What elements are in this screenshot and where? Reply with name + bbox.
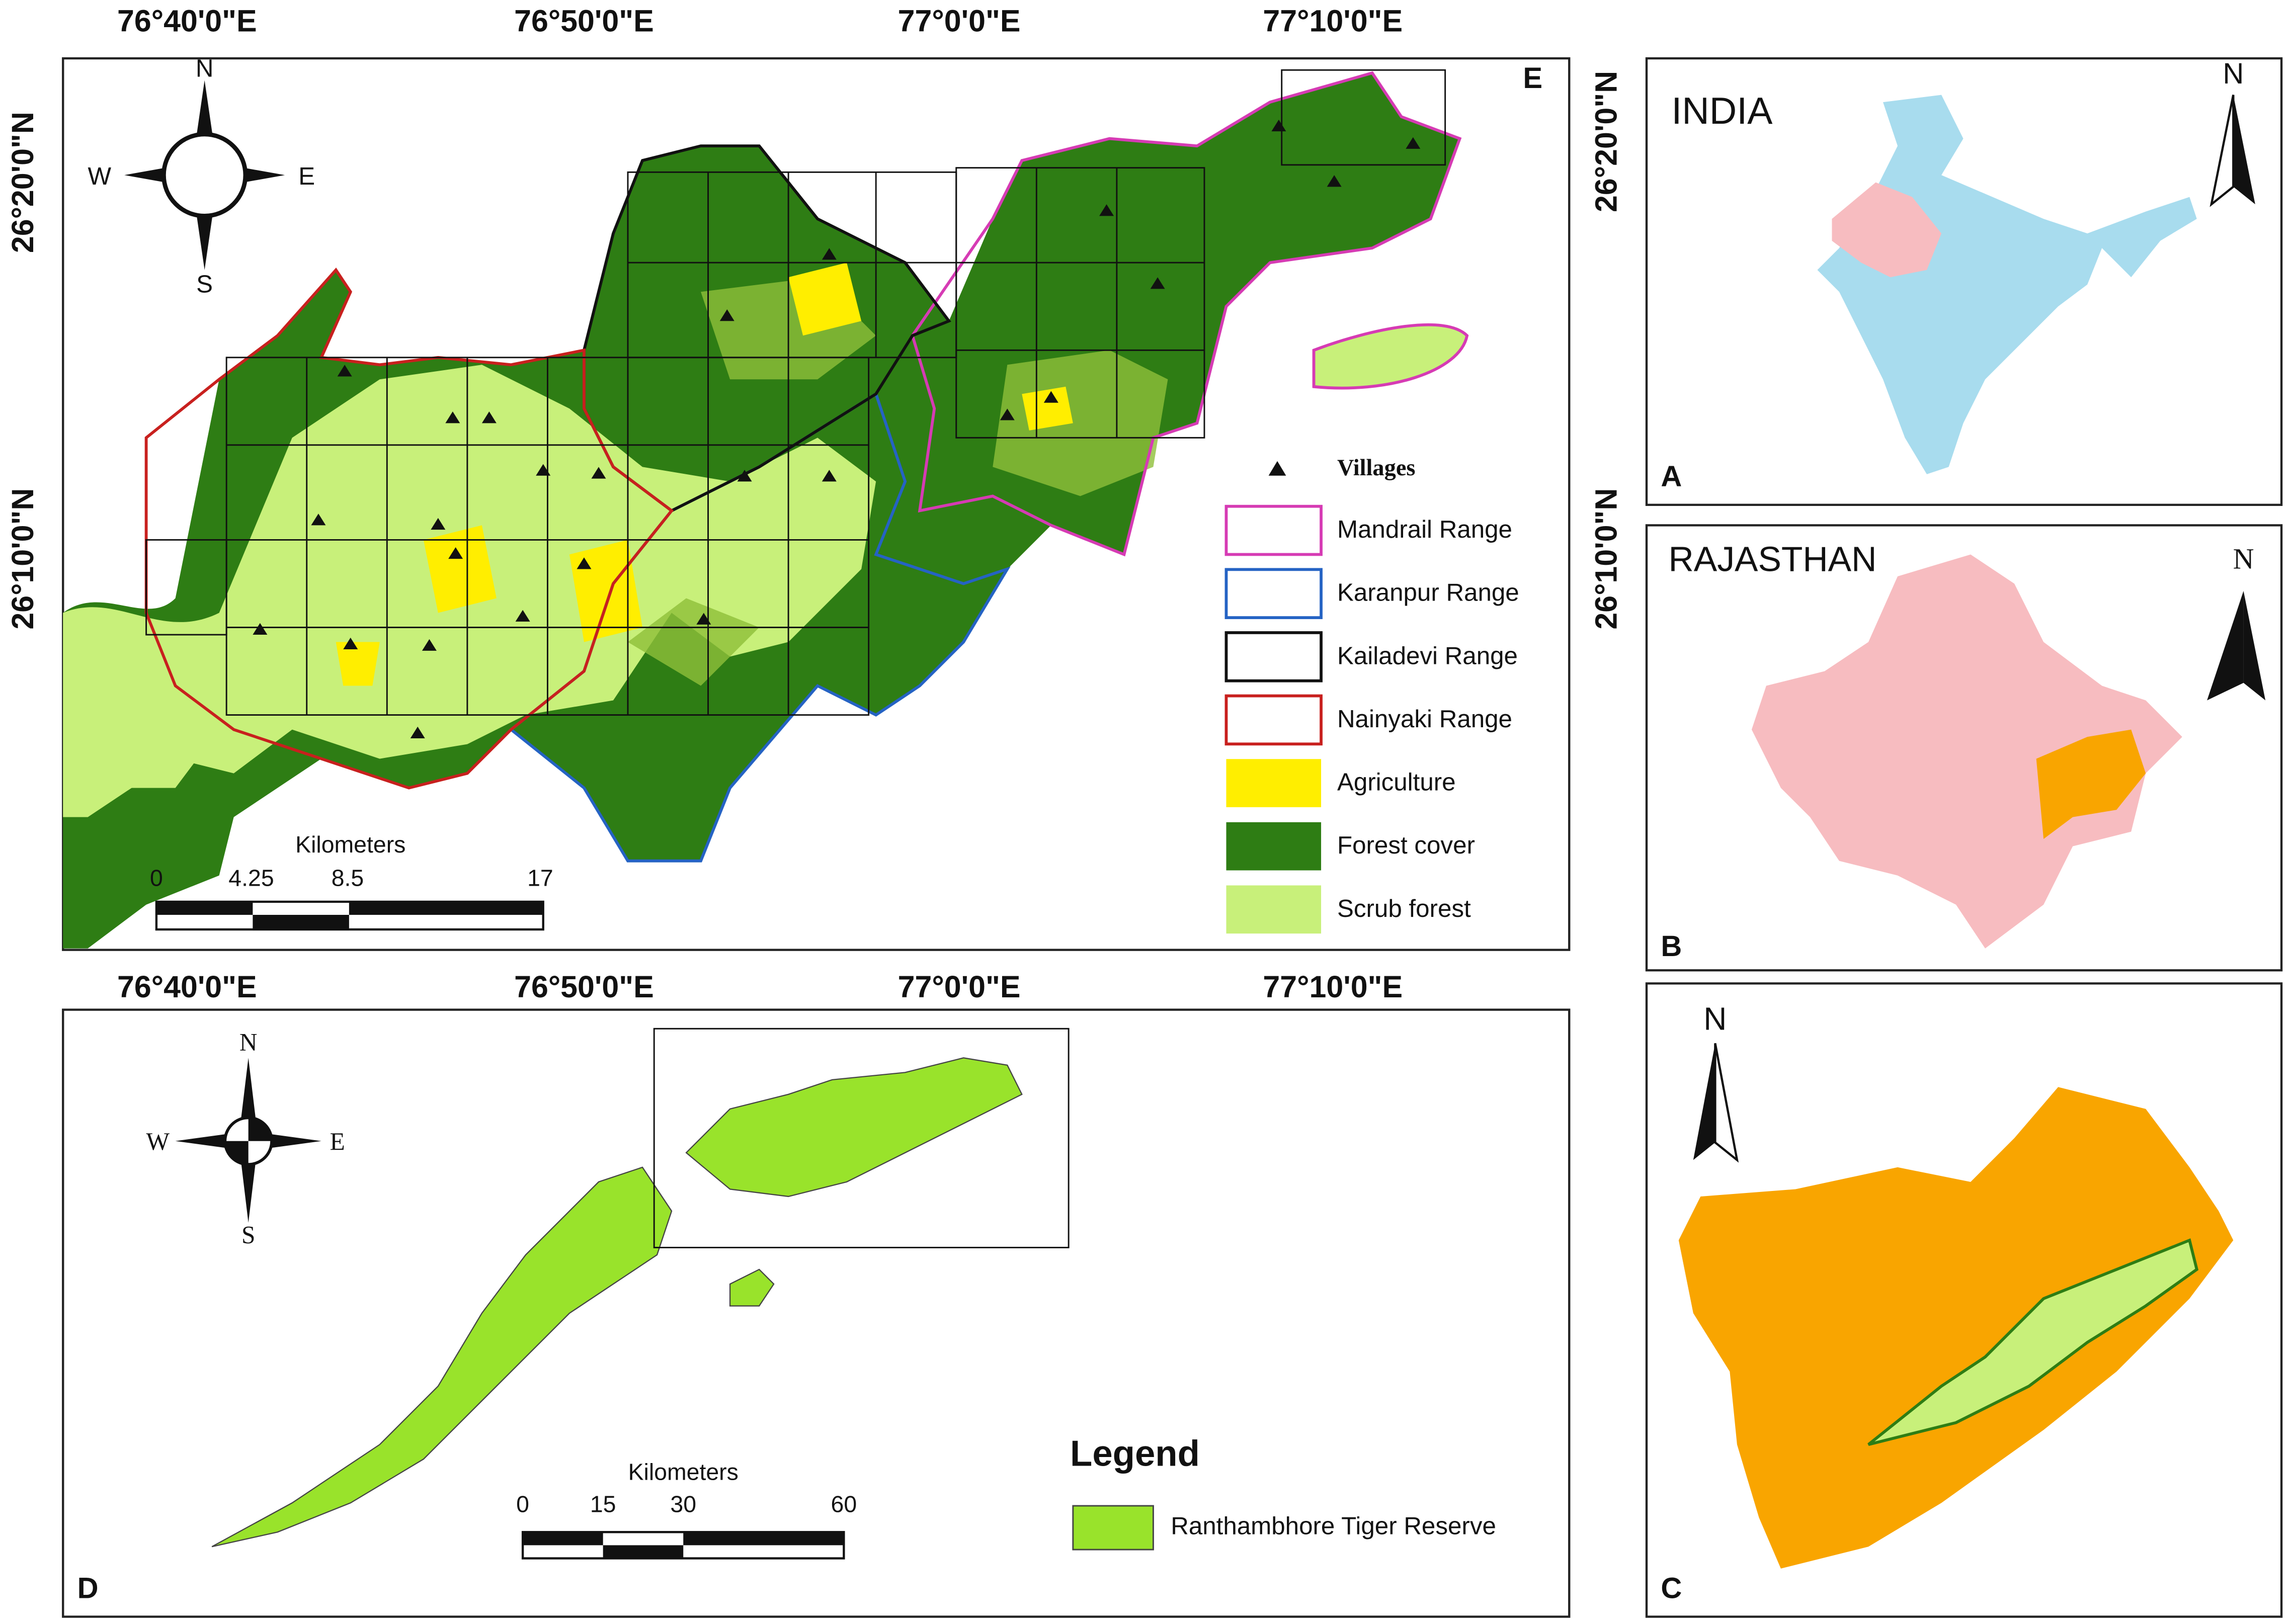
villages-label: Villages [1337,455,1416,481]
compass-label: S [196,271,213,298]
legend: Villages Mandrail Range Karanpur Range Kai… [1224,455,1519,934]
north-label: N [2233,542,2254,575]
grid-cells [145,69,1446,716]
legend-label: Forest cover [1337,831,1475,859]
panel-letter: A [1661,460,1682,493]
panel-letter: D [77,1572,99,1605]
longitude-label: 76°40'0"E [117,970,257,1004]
scale-tick-label: 60 [831,1491,857,1517]
inset-box [653,1028,1070,1248]
compass: N W E S [88,54,315,298]
panel-title: RAJASTHAN [1669,539,1877,578]
legend-title: Legend [1070,1433,1200,1474]
range-fragment [1312,323,1469,390]
study-district [2036,729,2146,839]
legend-swatch [1224,504,1323,556]
latitude-labels: 26°20'0"N 26°10'0"N 26°20'0"N 26°10'0"N [6,71,1623,630]
india-shape [1817,95,2197,474]
legend-label: Mandrail Range [1337,516,1512,543]
scale-fill [523,1532,844,1559]
compass-label: W [146,1128,170,1155]
north-label: N [1703,1001,1727,1037]
longitude-label: 76°40'0"E [117,4,257,38]
reserve-shape [1867,1238,2199,1446]
panel-title: INDIA [1671,90,1773,132]
legend-label: Kailadevi Range [1337,642,1518,669]
legend-label: Nainyaki Range [1337,705,1512,733]
reserve-shape [211,1166,673,1548]
scale-title: Kilometers [628,1459,739,1485]
north-arrow [2233,95,2255,205]
longitude-label: 77°0'0"E [898,970,1021,1004]
longitude-label: 76°50'0"E [514,970,654,1004]
scale-bar: Kilometers 0 4.25 8.5 17 [150,831,553,931]
longitude-label: 77°10'0"E [1263,970,1403,1004]
panel-letter: C [1661,1572,1682,1605]
compass: N W E S [146,1029,345,1249]
scale-ticks: 0 4.25 8.5 17 [150,865,553,891]
legend-swatch [1072,1505,1154,1551]
scale-title: Kilometers [295,831,405,858]
legend-items: Mandrail Range Karanpur Range Kailadevi Ra… [1224,504,1519,934]
nainyaki-range-outline [144,267,674,790]
compass-ring [161,132,248,218]
rajasthan-in-india [1832,182,1942,278]
legend-label: Karanpur Range [1337,579,1519,607]
scale-tick-label: 4.25 [228,865,274,891]
legend-label: Scrub forest [1337,895,1471,922]
scale-tick-label: 30 [670,1491,696,1517]
compass-label: N [196,54,214,82]
top-longitude-labels: 76°40'0"E 76°50'0"E 77°0'0"E 77°10'0"E [117,4,1403,38]
north-label: N [2223,57,2244,90]
scrub-forest-area [66,613,234,788]
legend-label: Agriculture [1337,768,1456,796]
village-symbol [1268,461,1286,476]
legend-swatch [1226,759,1322,807]
compass-label: N [239,1029,258,1056]
panel-letter: B [1661,930,1682,963]
scale-tick-label: 15 [590,1491,616,1517]
compass-label: W [88,162,111,190]
legend-swatch [1224,631,1323,682]
scale-tick-label: 0 [516,1491,529,1517]
longitude-label: 77°10'0"E [1263,4,1403,38]
scale-ticks: 0 15 30 60 [516,1491,857,1517]
panel-e-map [63,69,1469,949]
scale-tick-label: 0 [150,865,163,891]
latitude-label: 26°10'0"N [1589,488,1623,630]
longitude-label: 76°50'0"E [514,4,654,38]
legend-label: Ranthambhore Tiger Reserve [1171,1512,1496,1540]
district-shape [1678,1087,2234,1569]
compass-label: S [241,1221,255,1249]
longitude-label: 77°0'0"E [898,4,1021,38]
legend-swatch [1226,822,1322,871]
legend-swatch [1226,885,1322,934]
latitude-label: 26°20'0"N [1589,71,1623,212]
rajasthan-shape [1751,554,2182,949]
scale-bar: Kilometers 0 15 30 60 [516,1459,857,1560]
scale-tick-label: 17 [527,865,553,891]
bottom-longitude-labels: 76°40'0"E 76°50'0"E 77°0'0"E 77°10'0"E [117,970,1403,1004]
mandrail-range-outline [911,71,1462,557]
scrub-patch [627,277,1168,686]
latitude-label: 26°10'0"N [6,488,40,630]
scale-tick-label: 8.5 [332,865,364,891]
latitude-label: 26°20'0"N [6,112,40,253]
compass-quarters [225,1118,272,1165]
reserve-shape [729,1268,775,1307]
scale-fill [156,901,543,930]
reserve-shape [685,1057,1023,1198]
legend-swatch [1224,694,1323,746]
panel-letter: E [1523,62,1542,95]
north-arrow [2210,95,2235,207]
compass-label: E [298,162,315,190]
compass-label: E [330,1128,345,1155]
legend-swatch [1224,568,1323,619]
